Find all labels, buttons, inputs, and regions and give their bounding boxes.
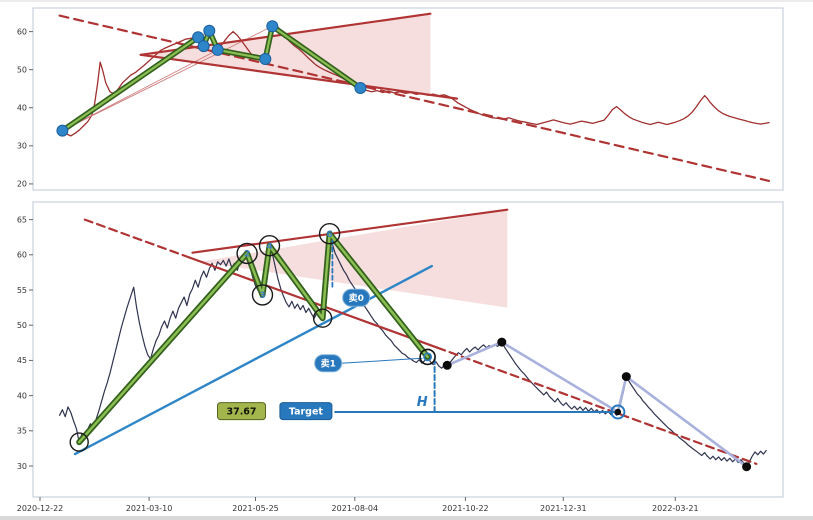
y-tick-label: 45 (17, 356, 27, 365)
target-box-label: Target (289, 407, 324, 418)
x-tick-label: 2022-03-21 (652, 504, 699, 513)
swing-black-dot (497, 337, 507, 347)
wave-pivot-circle (251, 284, 274, 306)
y-tick-label: 20 (17, 180, 27, 189)
y-tick-label: 35 (17, 427, 27, 436)
x-tick-label: 2021-05-25 (232, 504, 279, 513)
sell-0-badge-label: 卖0 (349, 292, 364, 304)
y-tick-label: 30 (17, 462, 27, 471)
triangle-pattern-fill (199, 209, 508, 308)
wave-number-label: 3 (259, 291, 265, 301)
y-tick-label: 55 (17, 286, 27, 295)
pivot-dot (203, 24, 216, 37)
wave-pivot-circle (312, 308, 333, 328)
x-tick-label: 2021-10-22 (442, 504, 489, 513)
fan-line-3 (62, 49, 219, 132)
triangle-pattern-fill (140, 13, 431, 96)
target-box (279, 402, 333, 421)
x-tick-label: 2021-03-10 (126, 504, 173, 513)
swing-black-dot (742, 462, 752, 472)
target-value-box (217, 402, 266, 421)
wave-number-label: 4 (266, 242, 272, 252)
swing-black-dot (442, 360, 452, 370)
pivot-dot (354, 82, 367, 94)
breakout-outer-circle (419, 348, 436, 366)
wave-number-label: 2 (244, 250, 250, 260)
support-trendline-blue (73, 264, 433, 456)
wave-pivot-circle (258, 234, 281, 257)
pivot-dot (197, 40, 210, 53)
window-bottom-edge (0, 516, 813, 520)
pivot-dot (192, 31, 205, 44)
y-tick-label: 30 (17, 142, 27, 151)
triangle-upper-trendline (191, 208, 509, 254)
pivot-dot (266, 20, 279, 33)
wave-pivot-circle (318, 222, 341, 245)
target-value-box-label: 37.67 (226, 407, 256, 418)
target-blue-circle (610, 404, 626, 420)
y-tick-label: 65 (17, 215, 27, 224)
sell-1-badge (314, 354, 343, 373)
x-tick-label: 2021-12-31 (540, 504, 587, 513)
x-tick-label: 2020-12-22 (17, 504, 64, 513)
long-dashed-trendline (58, 14, 771, 182)
y-tick-label: 40 (17, 104, 27, 113)
y-tick-label: 50 (17, 321, 27, 330)
sell1-pointer-line (340, 357, 423, 364)
y-tick-label: 40 (17, 391, 27, 400)
breakout-inner-circle (423, 352, 432, 362)
x-tick-label: 2021-08-04 (332, 504, 379, 513)
wave-zigzag (77, 232, 429, 444)
h-measure-label: H (417, 395, 428, 410)
y-tick-label: 60 (17, 27, 27, 36)
wave-number-label: 6 (326, 230, 332, 240)
pivot-dot (211, 43, 224, 56)
target-point-dot (614, 408, 622, 416)
weekly-panel-plot-area (32, 7, 784, 191)
window-top-edge (0, 0, 813, 2)
resistance-trendline-dashed-right (436, 346, 758, 465)
price-line (58, 233, 767, 468)
sell-0-badge (342, 288, 371, 307)
resistance-trendline-dashed-left (83, 218, 191, 259)
swing-black-dot (621, 372, 631, 382)
wave-pivot-circle (236, 242, 258, 265)
sell-1-badge-label: 卖1 (321, 358, 336, 370)
pivot-dot (56, 124, 69, 137)
fan-line-2 (62, 25, 273, 132)
y-tick-label: 50 (17, 66, 27, 75)
y-tick-label: 60 (17, 251, 27, 260)
pivot-dot (259, 53, 272, 65)
triangle-lower-trendline (139, 53, 459, 100)
wave-pivot-circle (69, 432, 89, 452)
